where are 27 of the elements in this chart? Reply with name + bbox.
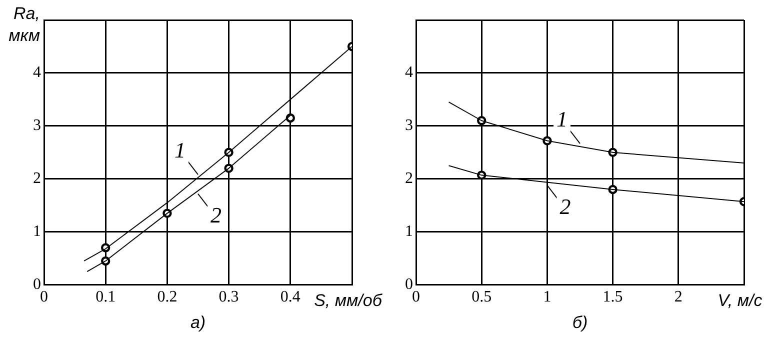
x-tick-label: 0.5 (472, 288, 492, 306)
x-axis-title: V, м/с (718, 291, 763, 310)
text: б) (572, 313, 588, 332)
y-tick-label: 3 (405, 117, 413, 134)
y-tick-label: 2 (405, 170, 413, 188)
y-tick-label: 0 (405, 276, 413, 294)
y-tick-label: 0 (33, 276, 41, 294)
y-tick-label: 4 (405, 64, 413, 82)
y-axis-title: Ra, мкм (8, 4, 40, 46)
y-tick-label: 3 (33, 117, 41, 134)
y-tick-label: 1 (33, 223, 41, 240)
series-label: 1 (556, 106, 568, 132)
legend-label: 2 (210, 202, 222, 228)
x-axis-title: S, мм/об (314, 291, 384, 310)
y-tick-label: 2 (33, 170, 41, 188)
text: а) (190, 313, 206, 332)
x-tick-label: 0.3 (218, 288, 239, 306)
x-tick-label: 0.2 (157, 288, 178, 306)
x-tick-label: 2 (674, 288, 682, 306)
x-tick-label: 0.4 (280, 288, 300, 306)
x-tick-label: 0.1 (96, 288, 116, 306)
x-tick-label: 1.5 (602, 288, 623, 306)
y-tick-label: 4 (33, 64, 41, 82)
x-tick-label: 1 (543, 288, 552, 306)
y-tick-label: 1 (405, 223, 413, 240)
legend-label: 2 (560, 194, 571, 220)
series-label: 1 (174, 137, 186, 162)
